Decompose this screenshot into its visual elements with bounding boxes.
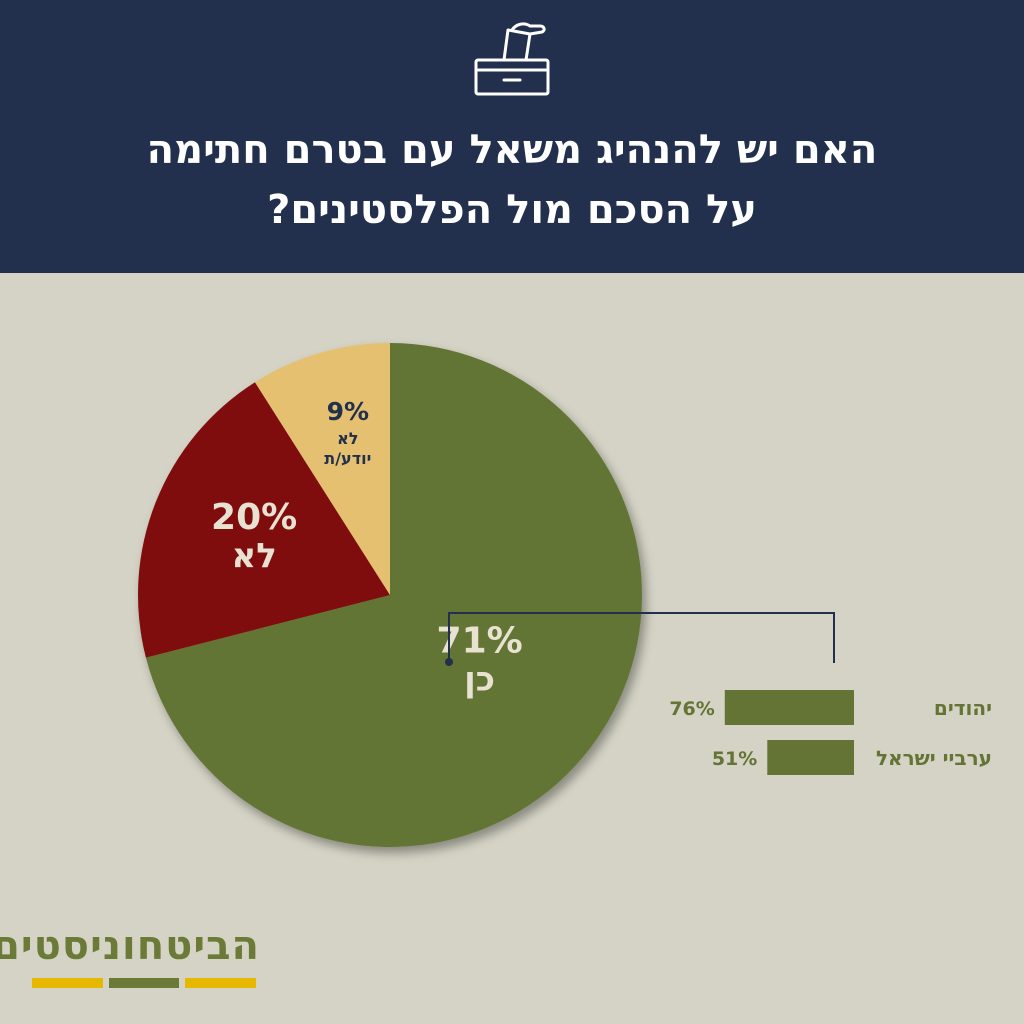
pie-category-label: כן <box>464 660 495 700</box>
chart-title: האם יש להנהיג משאל עם בטרם חתימה על הסכם… <box>40 120 984 240</box>
pie-slice <box>137 382 390 658</box>
pie-category-label: לא <box>337 429 358 448</box>
breakdown-category-label: יהודים <box>934 696 992 720</box>
logo-bar-3 <box>185 978 257 988</box>
breakdown-bar-chart: יהודים 76% ערביי ישראל 51% <box>669 690 992 775</box>
pie-slice <box>145 343 642 847</box>
pie-value-label: 20% <box>211 497 297 538</box>
logo-bar-1 <box>32 978 103 988</box>
breakdown-value-label: 76% <box>669 698 714 720</box>
breakdown-category-label: ערביי ישראל <box>876 746 992 770</box>
breakdown-bar <box>767 740 854 775</box>
breakdown-connector <box>445 612 835 666</box>
pie-slice <box>254 343 390 595</box>
pie-chart <box>137 343 642 847</box>
header: האם יש להנהיג משאל עם בטרם חתימה על הסכם… <box>0 0 1024 273</box>
pie-category-label: לא <box>231 536 276 576</box>
title-line-2: על הסכם מול הפלסטינים? <box>267 187 757 233</box>
breakdown-value-label: 51% <box>712 748 757 770</box>
pie-value-label: 71% <box>437 621 523 662</box>
logo-underline <box>32 978 257 988</box>
breakdown-bar <box>724 690 854 725</box>
ballot-box-icon <box>474 22 550 96</box>
brand-logo: הביטחוניסטים <box>0 923 260 969</box>
connector-line <box>448 612 835 663</box>
logo-bar-2 <box>108 978 180 988</box>
pie-category-label: יודע/ת <box>324 449 371 468</box>
title-line-1: האם יש להנהיג משאל עם בטרם חתימה <box>146 127 878 173</box>
connector-dot <box>445 658 453 666</box>
pie-value-label: 9% <box>327 397 369 426</box>
